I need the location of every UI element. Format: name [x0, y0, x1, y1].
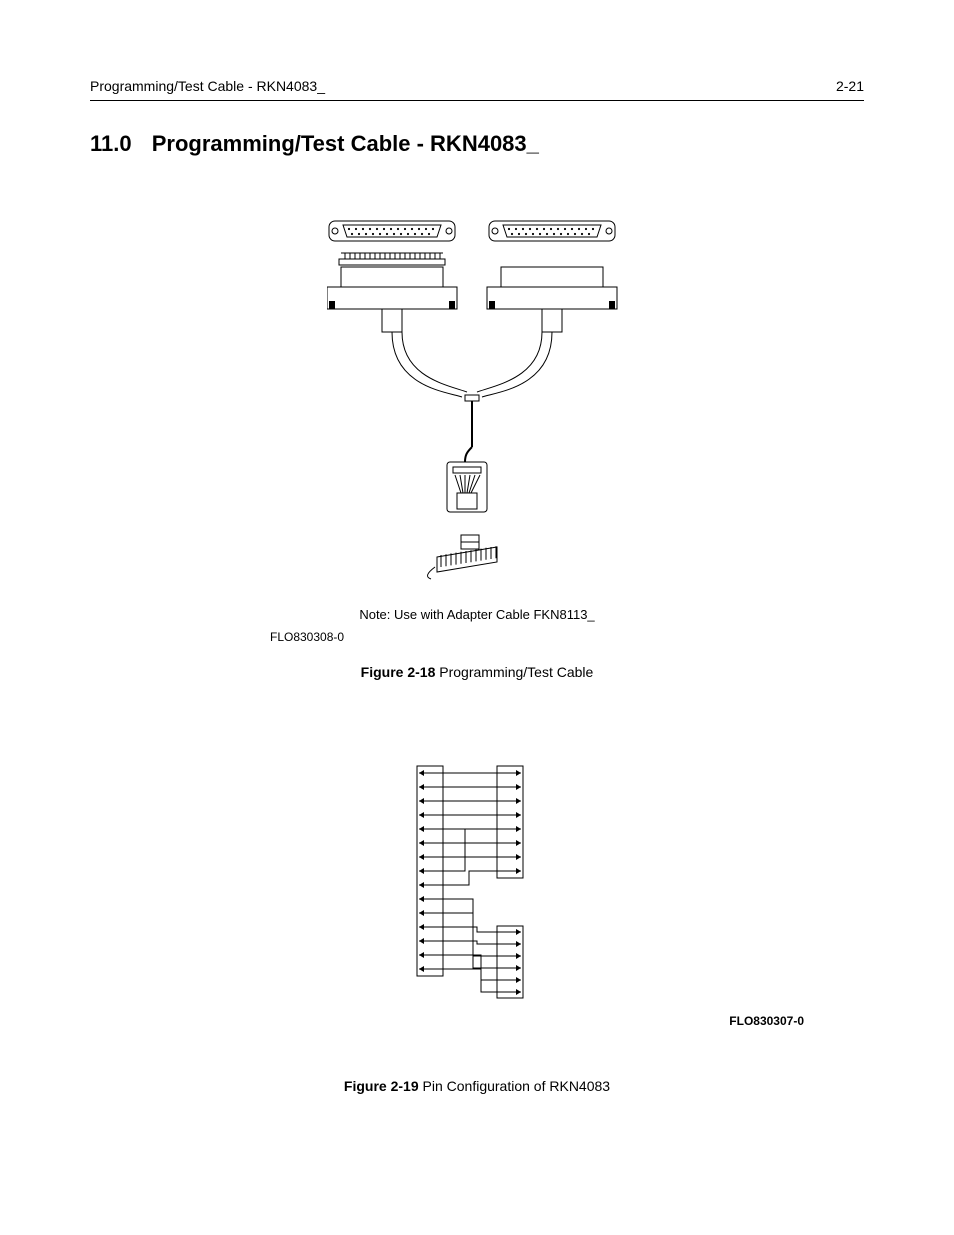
figure-ref-id: FLO830308-0	[270, 630, 864, 644]
figure-caption: Figure 2-19 Pin Configuration of RKN4083	[90, 1078, 864, 1094]
section-title: Programming/Test Cable - RKN4083_	[152, 131, 539, 156]
figure-cable-diagram: Note: Use with Adapter Cable FKN8113_ FL…	[90, 217, 864, 680]
caption-label: Figure 2-19	[344, 1078, 419, 1094]
header-page-number: 2-21	[836, 78, 864, 94]
caption-text: Pin Configuration of RKN4083	[419, 1078, 610, 1094]
pinconfig-drawing	[407, 760, 547, 1000]
section-heading: 11.0 Programming/Test Cable - RKN4083_	[90, 131, 864, 157]
figure-pinconfig-diagram: FLO830307-0 Figure 2-19 Pin Configuratio…	[90, 760, 864, 1094]
figure-note: Note: Use with Adapter Cable FKN8113_	[90, 607, 864, 622]
caption-label: Figure 2-18	[361, 664, 436, 680]
cable-drawing	[327, 217, 627, 597]
caption-text: Programming/Test Cable	[435, 664, 593, 680]
figure-ref-id: FLO830307-0	[90, 1014, 804, 1028]
running-header: Programming/Test Cable - RKN4083_ 2-21	[90, 78, 864, 101]
section-number: 11.0	[90, 131, 132, 156]
header-title: Programming/Test Cable - RKN4083_	[90, 78, 325, 94]
figure-caption: Figure 2-18 Programming/Test Cable	[90, 664, 864, 680]
